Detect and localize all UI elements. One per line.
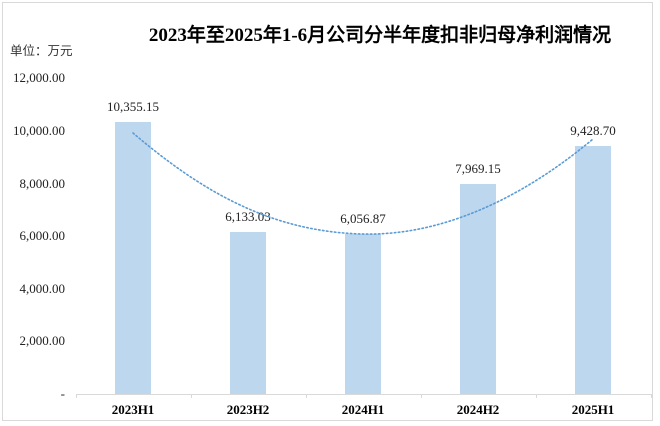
x-axis-tick	[651, 394, 652, 398]
x-label-2024H1: 2024H1	[341, 402, 385, 417]
x-axis-tick	[306, 394, 307, 398]
y-tick-0: -	[60, 386, 65, 401]
data-label-2024H2: 7,969.15	[455, 161, 501, 176]
y-tick-10000: 10,000.00	[13, 123, 65, 138]
x-axis-line	[76, 394, 651, 395]
x-label-2023H1: 2023H1	[111, 402, 155, 417]
data-label-2023H2: 6,133.03	[225, 209, 271, 224]
chart-title: 2023年至2025年1-6月公司分半年度扣非归母净利润情况	[148, 25, 612, 46]
x-axis-tick	[191, 394, 192, 398]
x-axis-tick	[536, 394, 537, 398]
data-label-2023H1: 10,355.15	[107, 99, 159, 114]
data-label-2025H1: 9,428.70	[570, 123, 616, 138]
x-label-2025H1: 2025H1	[571, 402, 615, 417]
x-axis-tick	[421, 394, 422, 398]
data-label-2024H1: 6,056.87	[340, 211, 386, 226]
y-tick-4000: 4,000.00	[19, 281, 66, 296]
bar-2023H1	[115, 122, 151, 394]
unit-label: 单位：万元	[10, 44, 73, 58]
bar-2024H1	[345, 234, 381, 394]
chart-frame	[2, 2, 653, 421]
bar-2023H2	[230, 232, 266, 394]
x-axis-tick	[76, 394, 77, 398]
y-tick-8000: 8,000.00	[19, 176, 66, 191]
x-label-2024H2: 2024H2	[456, 402, 500, 417]
y-tick-12000: 12,000.00	[13, 70, 65, 85]
y-tick-2000: 2,000.00	[19, 333, 66, 348]
bar-2025H1	[575, 146, 611, 394]
bar-2024H2	[460, 184, 496, 394]
y-tick-6000: 6,000.00	[19, 228, 66, 243]
x-label-2023H2: 2023H2	[226, 402, 270, 417]
